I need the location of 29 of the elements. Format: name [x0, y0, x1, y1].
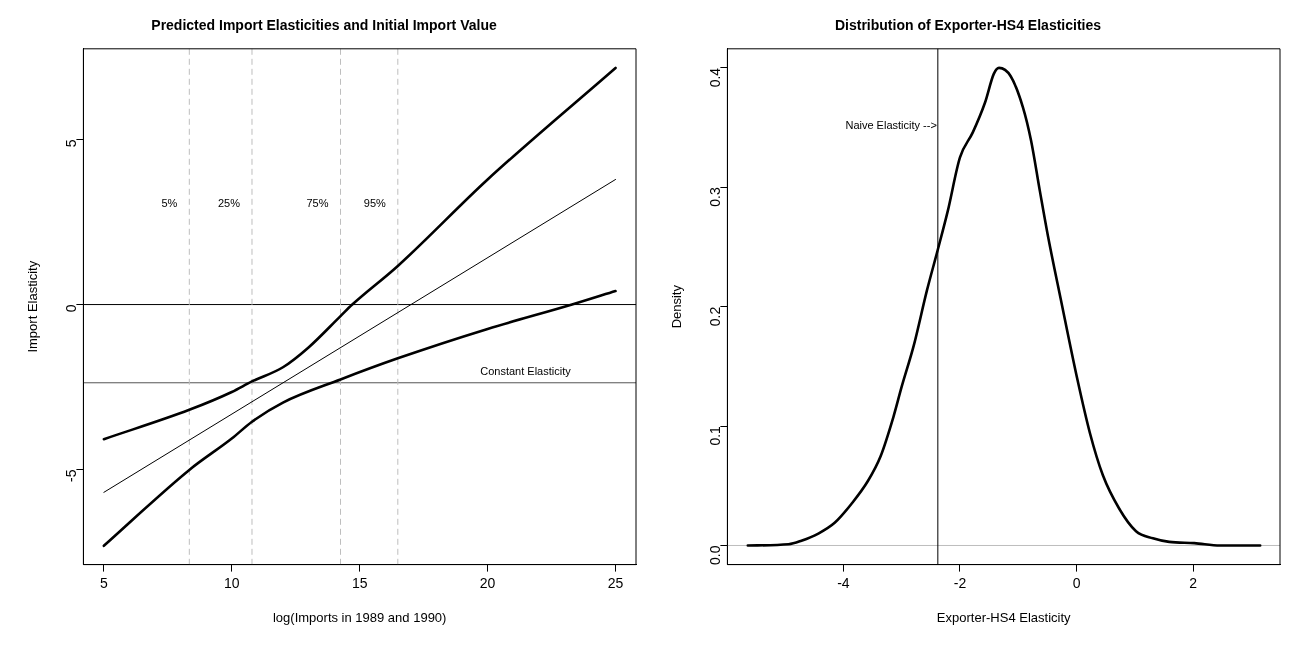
y-tick-label: 5: [63, 139, 80, 148]
y-tick-label: -5: [63, 469, 80, 483]
y-tick-label: 0: [63, 304, 80, 313]
x-axis-title: log(Imports in 1989 and 1990): [272, 609, 447, 625]
x-tick-label: 20: [479, 574, 496, 591]
x-tick-label: 25: [607, 574, 624, 591]
x-tick-label: -4: [837, 574, 850, 591]
annotation: 5%: [161, 196, 178, 209]
x-tick-label: 10: [223, 574, 240, 591]
annotation: 25%: [217, 196, 241, 209]
ref-line-label: Naive Elasticity -->: [845, 119, 937, 132]
x-tick-label: 15: [351, 574, 368, 591]
x-tick-label: 5: [99, 574, 108, 591]
chart-title: Distribution of Exporter-HS4 Elasticities: [834, 17, 1102, 34]
annotation: 75%: [306, 196, 329, 209]
x-axis-title: Exporter-HS4 Elasticity: [936, 609, 1072, 625]
y-axis-title: Import Elasticity: [25, 260, 41, 353]
y-tick-label: 0.2: [707, 306, 724, 327]
x-tick-label: 2: [1189, 574, 1198, 591]
ref-line-label: Constant Elasticity: [480, 364, 572, 377]
y-tick-label: 0.4: [707, 67, 724, 88]
y-tick-label: 0.0: [707, 545, 724, 565]
annotation: 95%: [363, 196, 387, 209]
y-axis-title: Density: [669, 284, 685, 329]
y-tick-label: 0.3: [707, 187, 724, 207]
x-tick-label: 0: [1072, 574, 1081, 591]
x-tick-label: -2: [953, 574, 967, 591]
chart-title: Predicted Import Elasticities and Initial Import Value: [151, 17, 497, 34]
y-tick-label: 0.1: [707, 425, 724, 446]
